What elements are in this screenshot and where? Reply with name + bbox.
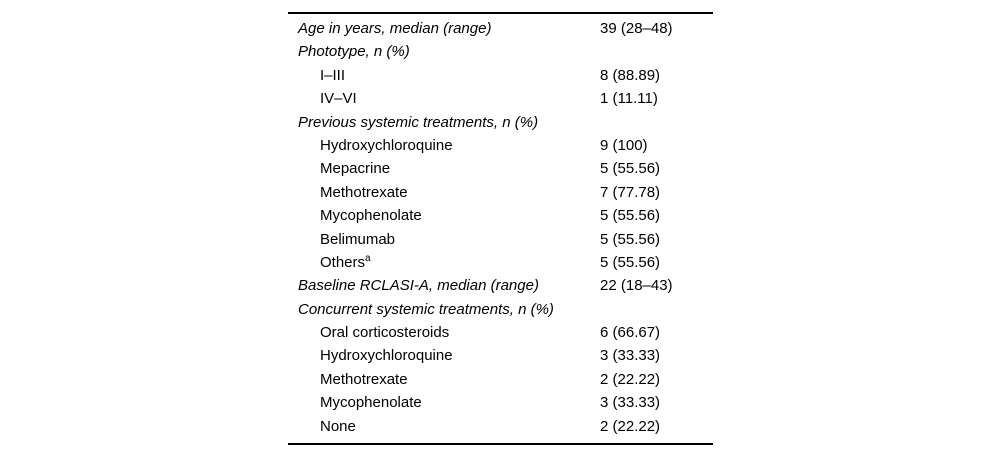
row-value: 5 (55.56) [600,207,661,225]
row-label-text: Others [320,253,366,271]
row-label: Methotrexate [320,370,408,388]
row-value: 2 (22.22) [600,370,661,388]
row-value: 5 (55.56) [600,253,661,271]
row-value: 8 (88.89) [600,66,661,84]
row-value: 7 (77.78) [600,183,661,201]
row-value: 5 (55.56) [600,160,661,178]
table-row: Previous systemic treatments, n (%) [288,111,713,134]
table-row: Concurrent systemic treatments, n (%) [288,298,713,321]
table-row: Oral corticosteroids 6 (66.67) [288,321,713,344]
row-value: 3 (33.33) [600,394,661,412]
patient-characteristics-table: Age in years, median (range) 39 (28–48) … [288,12,713,446]
row-label: None [320,417,356,435]
row-value: 2 (22.22) [600,417,661,435]
row-value: 1 (11.11) [600,90,658,108]
table-row: Hydroxychloroquine 9 (100) [288,134,713,157]
row-value: 3 (33.33) [600,347,661,365]
table-row: Age in years, median (range) 39 (28–48) [288,17,713,40]
row-label: Concurrent systemic treatments, n (%) [298,300,554,318]
row-label: Hydroxychloroquine [320,347,453,365]
row-label: Mepacrine [320,160,391,178]
table-row: Mycophenolate 3 (33.33) [288,391,713,414]
row-label: IV–VI [320,90,357,108]
row-label: Hydroxychloroquine [320,136,453,154]
row-value: 6 (66.67) [600,324,661,342]
row-label: Mycophenolate [320,207,422,225]
row-label: Mycophenolate [320,394,422,412]
row-label: Baseline RCLASI-A, median (range) [298,277,539,295]
row-label: Othersa [288,251,371,274]
row-label: Methotrexate [320,183,408,201]
table-row: Hydroxychloroquine 3 (33.33) [288,344,713,367]
table-row: Othersa 5 (55.56) [288,251,713,274]
row-value: 22 (18–43) [600,277,673,295]
table-row: Belimumab 5 (55.56) [288,228,713,251]
table-row: Mepacrine 5 (55.56) [288,157,713,180]
row-value: 39 (28–48) [600,20,673,37]
row-label: Oral corticosteroids [320,324,450,342]
table-row: IV–VI 1 (11.11) [288,87,713,110]
row-label: Belimumab [320,230,396,248]
row-value: 5 (55.56) [600,230,661,248]
row-label: Previous systemic treatments, n (%) [298,113,539,131]
row-label: I–III [320,66,346,84]
table-row: None 2 (22.22) [288,415,713,438]
table-row: Methotrexate 2 (22.22) [288,368,713,391]
table-row: Methotrexate 7 (77.78) [288,181,713,204]
row-label: Age in years, median (range) [298,20,492,37]
row-value: 9 (100) [600,136,648,154]
table-row: I–III 8 (88.89) [288,64,713,87]
table-row: Baseline RCLASI-A, median (range) 22 (18… [288,274,713,297]
row-label: Phototype, n (%) [298,43,410,61]
table-row: Phototype, n (%) [288,40,713,63]
superscript-note: a [365,252,371,264]
table-row: Mycophenolate 5 (55.56) [288,204,713,227]
